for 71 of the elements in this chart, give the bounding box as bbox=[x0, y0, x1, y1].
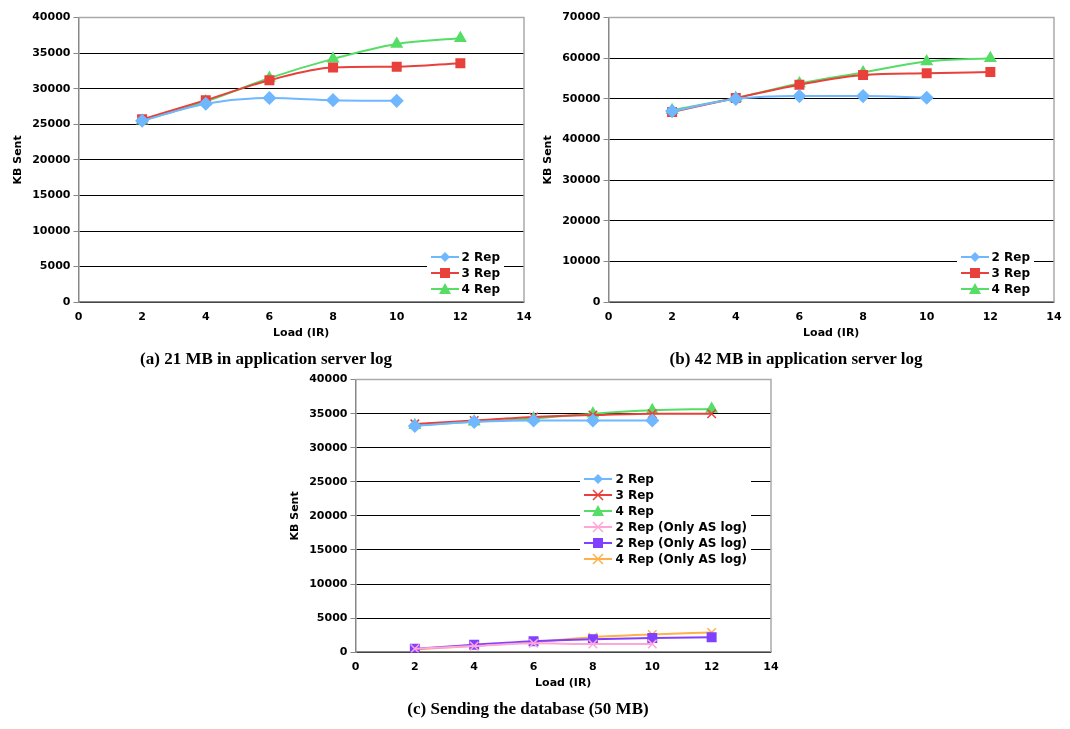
legend-label: 4 Rep (Only AS log) bbox=[615, 550, 747, 567]
x-tick-label: 10 bbox=[644, 659, 661, 673]
y-tick-label: 30000 bbox=[32, 81, 71, 95]
x-tick-label: 10 bbox=[919, 309, 935, 323]
x-tick-label: 12 bbox=[703, 659, 720, 673]
y-tick-label: 50000 bbox=[562, 91, 601, 105]
legend-label: 4 Rep bbox=[461, 281, 500, 298]
legend-label: 2 Rep (Only AS log) bbox=[615, 518, 747, 535]
x-tick-label: 2 bbox=[411, 659, 419, 673]
y-tick-label: 30000 bbox=[562, 173, 601, 187]
legend-label: 3 Rep bbox=[615, 486, 654, 503]
x-tick-label: 0 bbox=[351, 659, 360, 673]
x-tick-label: 10 bbox=[389, 309, 405, 323]
y-tick-label: 40000 bbox=[562, 132, 601, 146]
x-tick-label: 0 bbox=[74, 309, 83, 323]
x-axis-title: Load (IR) bbox=[273, 325, 330, 339]
legend-label: 4 Rep bbox=[991, 281, 1030, 298]
x-tick-label: 8 bbox=[859, 309, 867, 323]
y-tick-label: 35000 bbox=[309, 406, 348, 420]
legend-label: 3 Rep bbox=[461, 265, 500, 282]
y-tick-label: 20000 bbox=[32, 152, 71, 166]
x-tick-label: 14 bbox=[763, 659, 779, 673]
y-tick-label: 25000 bbox=[32, 117, 71, 131]
text: (c) Sending the database (50 MB) bbox=[407, 699, 649, 719]
y-tick-label: 20000 bbox=[562, 213, 601, 227]
text: (b) 42 MB in application server log bbox=[669, 349, 923, 369]
y-tick-label: 10000 bbox=[562, 254, 601, 268]
x-tick-label: 6 bbox=[265, 309, 274, 323]
x-tick-label: 4 bbox=[731, 309, 740, 323]
y-tick-label: 30000 bbox=[309, 440, 348, 454]
legend-label: 2 Rep (Only AS log) bbox=[615, 534, 747, 551]
y-tick-label: 20000 bbox=[309, 508, 348, 522]
x-tick-label: 4 bbox=[201, 309, 210, 323]
x-tick-label: 12 bbox=[452, 309, 469, 323]
y-tick-label: 0 bbox=[62, 295, 71, 309]
x-tick-label: 2 bbox=[138, 309, 146, 323]
y-tick-label: 5000 bbox=[316, 610, 348, 624]
legend-label: 2 Rep bbox=[461, 249, 500, 266]
y-tick-label: 15000 bbox=[32, 188, 71, 202]
y-tick-label: 5000 bbox=[39, 259, 71, 273]
y-axis-title: KB Sent bbox=[11, 135, 25, 185]
y-axis-title: KB Sent bbox=[288, 491, 302, 541]
y-tick-label: 0 bbox=[339, 645, 348, 659]
legend-label: 2 Rep bbox=[615, 470, 654, 487]
legend-label: 3 Rep bbox=[991, 265, 1030, 282]
x-tick-label: 8 bbox=[329, 309, 337, 323]
x-tick-label: 4 bbox=[470, 659, 479, 673]
x-tick-label: 6 bbox=[795, 309, 804, 323]
x-tick-label: 0 bbox=[604, 309, 613, 323]
x-axis-title: Load (IR) bbox=[535, 675, 592, 689]
x-tick-label: 12 bbox=[982, 309, 999, 323]
y-tick-label: 10000 bbox=[309, 576, 348, 590]
legend-label: 2 Rep bbox=[991, 249, 1030, 266]
x-tick-label: 2 bbox=[668, 309, 676, 323]
text: (a) 21 MB in application server log bbox=[140, 349, 393, 369]
x-tick-label: 8 bbox=[589, 659, 597, 673]
x-tick-label: 6 bbox=[529, 659, 538, 673]
y-tick-label: 70000 bbox=[562, 10, 601, 24]
y-tick-label: 0 bbox=[592, 295, 601, 309]
y-tick-label: 10000 bbox=[32, 223, 71, 237]
x-tick-label: 14 bbox=[1046, 309, 1062, 323]
y-tick-label: 15000 bbox=[309, 542, 348, 556]
y-tick-label: 40000 bbox=[32, 10, 71, 24]
y-axis-title: KB Sent bbox=[541, 135, 555, 185]
y-tick-label: 40000 bbox=[309, 372, 348, 386]
y-tick-label: 25000 bbox=[309, 474, 348, 488]
legend-label: 4 Rep bbox=[615, 502, 654, 519]
y-tick-label: 60000 bbox=[562, 51, 601, 65]
x-tick-label: 14 bbox=[516, 309, 532, 323]
x-axis-title: Load (IR) bbox=[803, 325, 860, 339]
y-tick-label: 35000 bbox=[32, 46, 71, 60]
